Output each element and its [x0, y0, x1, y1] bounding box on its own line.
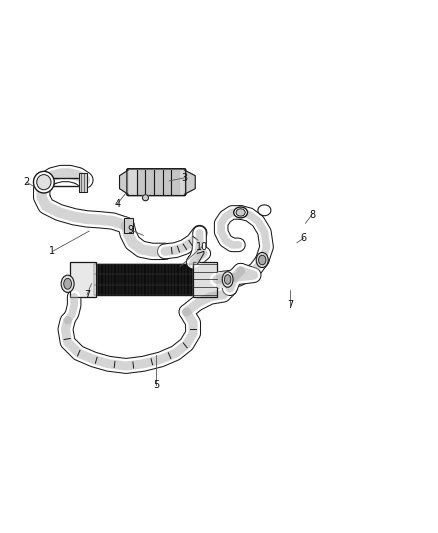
Bar	[79, 173, 87, 192]
Bar	[124, 218, 133, 233]
Bar	[193, 262, 217, 297]
Bar	[79, 173, 87, 192]
Bar	[70, 262, 96, 297]
Ellipse shape	[236, 209, 245, 216]
Bar	[193, 262, 217, 297]
Text: 4: 4	[114, 199, 120, 209]
Polygon shape	[184, 170, 195, 195]
FancyBboxPatch shape	[127, 169, 186, 196]
Polygon shape	[120, 170, 128, 195]
Ellipse shape	[224, 274, 231, 284]
Text: 3: 3	[181, 173, 187, 183]
Bar	[94, 264, 193, 295]
Text: 10: 10	[196, 242, 208, 252]
Ellipse shape	[37, 175, 51, 190]
Bar	[70, 262, 96, 297]
Text: 7: 7	[84, 289, 90, 300]
Text: 8: 8	[309, 209, 315, 220]
Ellipse shape	[61, 275, 74, 293]
Text: 7: 7	[287, 301, 293, 310]
Ellipse shape	[256, 253, 268, 268]
Text: 9: 9	[127, 225, 134, 235]
Bar	[124, 218, 133, 233]
Polygon shape	[198, 252, 204, 264]
Ellipse shape	[33, 172, 54, 193]
Text: 5: 5	[153, 381, 159, 390]
Polygon shape	[217, 272, 228, 287]
Ellipse shape	[64, 278, 71, 289]
Text: 6: 6	[300, 233, 307, 244]
Ellipse shape	[234, 207, 247, 218]
Text: 2: 2	[24, 177, 30, 187]
Ellipse shape	[258, 255, 266, 265]
Ellipse shape	[222, 272, 233, 287]
Text: 1: 1	[49, 246, 56, 256]
Circle shape	[142, 195, 148, 201]
